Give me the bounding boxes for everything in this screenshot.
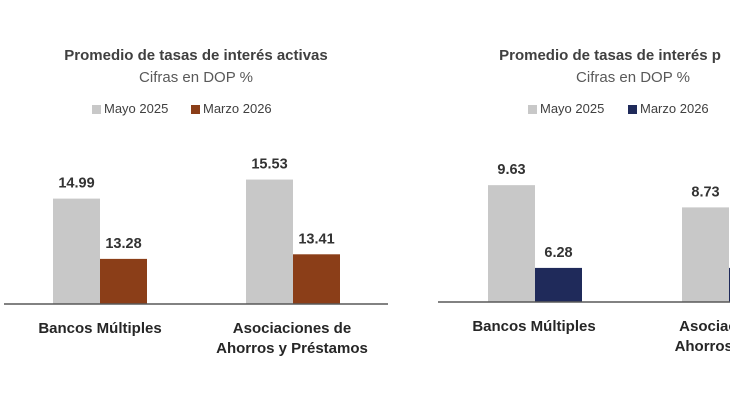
chart-subtitle: Cifras en DOP % — [139, 69, 253, 86]
data-label: 15.53 — [251, 157, 287, 173]
chart-title: Promedio de tasas de interés activas — [64, 47, 327, 64]
bar — [53, 198, 100, 304]
data-label: 14.99 — [58, 176, 94, 192]
legend-label: Marzo 2026 — [203, 101, 272, 116]
bar — [682, 207, 729, 302]
chart-pasivas: Promedio de tasas de interés p Cifras en… — [438, 47, 730, 355]
legend-label: Mayo 2025 — [104, 101, 168, 116]
bar — [293, 254, 340, 304]
bar — [246, 179, 293, 304]
legend-swatch — [92, 105, 101, 114]
chart-title: Promedio de tasas de interés p — [499, 47, 721, 64]
data-label: 9.63 — [497, 162, 525, 178]
legend-swatch — [528, 105, 537, 114]
category-label: Bancos Múltiples — [472, 318, 595, 335]
legend-swatch — [191, 105, 200, 114]
chart-subtitle: Cifras en DOP % — [576, 69, 690, 86]
bar — [535, 267, 582, 302]
category-label: Asociaciones de Ahorros y Préstamos — [216, 320, 368, 357]
data-label: 8.73 — [691, 184, 719, 200]
category-label: AsociaciAhorros y — [675, 318, 730, 355]
legend-label: Mayo 2025 — [540, 101, 604, 116]
data-label: 13.28 — [105, 236, 141, 252]
legend-swatch — [628, 105, 637, 114]
chart-activas: Promedio de tasas de interés activas Cif… — [4, 47, 388, 357]
bar — [100, 258, 147, 304]
data-label: 6.28 — [544, 245, 572, 261]
data-label: 13.41 — [298, 231, 334, 247]
category-label: Bancos Múltiples — [38, 320, 161, 337]
bar — [488, 185, 535, 302]
legend-label: Marzo 2026 — [640, 101, 709, 116]
